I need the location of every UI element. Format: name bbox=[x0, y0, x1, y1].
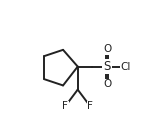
Text: F: F bbox=[62, 101, 68, 111]
Text: O: O bbox=[103, 79, 111, 89]
Text: Cl: Cl bbox=[121, 62, 131, 72]
Text: S: S bbox=[103, 60, 111, 73]
Text: F: F bbox=[87, 101, 93, 111]
Text: O: O bbox=[103, 44, 111, 54]
